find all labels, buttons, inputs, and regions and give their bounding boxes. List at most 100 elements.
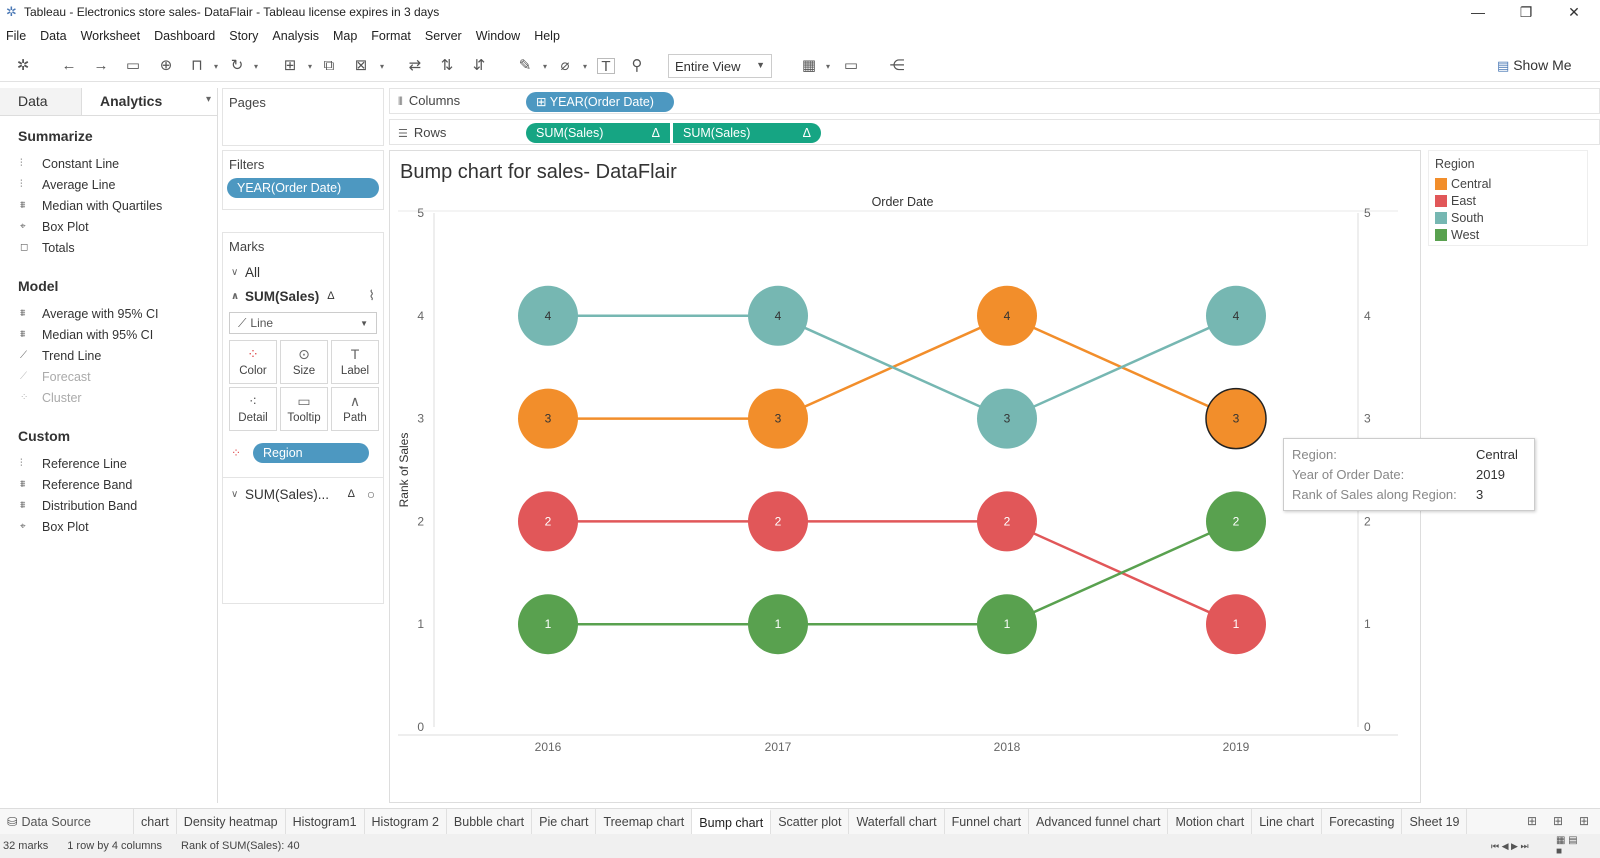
sheet-tab[interactable]: Forecasting	[1322, 809, 1403, 834]
fix-axes-icon[interactable]: ⚲	[631, 57, 643, 74]
minimize-button[interactable]: —	[1471, 4, 1485, 20]
analytics-item-reference-line[interactable]: ⫶ Reference Line	[0, 453, 217, 474]
pause-updates-icon[interactable]: ⊓	[191, 57, 203, 74]
undo-icon[interactable]: ←	[61, 57, 77, 74]
refresh-icon[interactable]: ↻	[230, 57, 244, 74]
clear-sheet-icon[interactable]: ⊠	[354, 57, 368, 74]
sheet-tab[interactable]: Funnel chart	[945, 809, 1030, 834]
close-button[interactable]: ✕	[1568, 3, 1580, 20]
region-pill[interactable]: Region	[253, 443, 369, 463]
mark-type-dropdown[interactable]: ⟋ Line ▼	[229, 312, 377, 334]
menu-file[interactable]: File	[6, 29, 27, 43]
duplicate-sheet-icon[interactable]: ⧉	[323, 57, 335, 74]
sheet-tab[interactable]: Advanced funnel chart	[1029, 809, 1169, 834]
analytics-item-distribution-band[interactable]: ⩩ Distribution Band	[0, 495, 217, 516]
columns-shelf[interactable]: ⦀ Columns ⊞ YEAR(Order Date)	[389, 88, 1600, 114]
menu-format[interactable]: Format	[371, 29, 411, 43]
sheet-tab[interactable]: Sheet 19	[1402, 809, 1468, 834]
swap-rows-columns-icon[interactable]: ⇄	[408, 57, 422, 74]
new-data-source-icon[interactable]: ⊕	[159, 57, 173, 74]
size-button[interactable]: ⊙ Size	[280, 340, 328, 384]
new-dashboard-icon[interactable]: ⊞	[1553, 814, 1564, 828]
tab-analytics[interactable]: Analytics	[82, 88, 181, 115]
legend-item-east[interactable]: East	[1429, 192, 1587, 209]
marks-all-row[interactable]: ∨ All	[223, 260, 383, 284]
sort-ascending-icon[interactable]: ⇅	[440, 57, 454, 74]
pane-menu-icon[interactable]: ▾	[205, 94, 211, 105]
color-button[interactable]: ⁘ Color	[229, 340, 277, 384]
analytics-item-reference-band[interactable]: ⩩ Reference Band	[0, 474, 217, 495]
sheet-tab[interactable]: Pie chart	[532, 809, 597, 834]
tab-data[interactable]: Data	[0, 88, 82, 115]
columns-pill-year[interactable]: ⊞ YEAR(Order Date)	[526, 92, 674, 112]
sheet-tab[interactable]: Bubble chart	[447, 809, 533, 834]
menu-server[interactable]: Server	[424, 29, 462, 43]
rows-pill-sum-sales-2[interactable]: SUM(Sales) Δ	[673, 123, 821, 143]
menu-dashboard[interactable]: Dashboard	[154, 29, 216, 43]
refresh-dropdown-icon[interactable]: ▾	[254, 62, 259, 71]
fit-dropdown[interactable]: Entire View ▼	[668, 54, 772, 78]
highlight-icon[interactable]: ✎	[518, 57, 532, 74]
clear-dropdown-icon[interactable]: ▾	[380, 62, 385, 71]
worksheet-view[interactable]: Bump chart for sales- DataFlair Order Da…	[389, 150, 1421, 803]
sheet-tab[interactable]: Scatter plot	[771, 809, 850, 834]
filter-pill-year[interactable]: YEAR(Order Date)	[227, 178, 379, 198]
sheet-tab-active[interactable]: Bump chart	[692, 809, 772, 834]
menu-map[interactable]: Map	[332, 29, 358, 43]
menu-help[interactable]: Help	[534, 29, 560, 43]
label-button[interactable]: T Label	[331, 340, 379, 384]
restore-button[interactable]: ❐	[1519, 3, 1533, 20]
analytics-item-cluster[interactable]: ⁘ Cluster	[0, 387, 217, 408]
analytics-item-box-plot-custom[interactable]: ⌖ Box Plot	[0, 516, 217, 537]
sheet-tab[interactable]: chart	[134, 809, 177, 834]
analytics-item-box-plot[interactable]: ⌖ Box Plot	[0, 216, 217, 237]
pause-dropdown-icon[interactable]: ▾	[214, 62, 219, 71]
show-cards-icon[interactable]: ▦	[801, 57, 817, 74]
show-cards-dropdown-icon[interactable]: ▾	[826, 62, 831, 71]
new-story-icon[interactable]: ⊞	[1579, 814, 1590, 828]
sort-descending-icon[interactable]: ⇵	[472, 57, 486, 74]
view-mode-icons[interactable]: ▦ ▤ ■	[1556, 835, 1578, 857]
rows-pill-sum-sales-1[interactable]: SUM(Sales) Δ	[526, 123, 670, 143]
detail-button[interactable]: ⁖ Detail	[229, 387, 277, 431]
marks-sum-sales-row[interactable]: ∧ SUM(Sales) Δ ⌇	[223, 284, 383, 308]
sheet-tab[interactable]: Motion chart	[1168, 809, 1253, 834]
analytics-item-forecast[interactable]: ⟋ Forecast	[0, 366, 217, 387]
filters-card[interactable]: Filters YEAR(Order Date)	[222, 150, 384, 210]
menu-data[interactable]: Data	[40, 29, 67, 43]
sheet-tab[interactable]: Density heatmap	[177, 809, 286, 834]
menu-worksheet[interactable]: Worksheet	[80, 29, 141, 43]
sheet-tab[interactable]: Line chart	[1252, 809, 1323, 834]
highlight-dropdown-icon[interactable]: ▾	[543, 62, 548, 71]
analytics-item-constant-line[interactable]: ⫶ Constant Line	[0, 153, 217, 174]
analytics-item-median-quartiles[interactable]: ⩩ Median with Quartiles	[0, 195, 217, 216]
tooltip-button[interactable]: ▭ Tooltip	[280, 387, 328, 431]
color-legend[interactable]: Region Central East South West	[1428, 150, 1588, 246]
show-mark-labels-icon[interactable]: T	[597, 58, 615, 75]
tableau-home-icon[interactable]: ✲	[16, 57, 30, 74]
menu-analysis[interactable]: Analysis	[272, 29, 319, 43]
rows-shelf[interactable]: ☰ Rows SUM(Sales) Δ SUM(Sales) Δ	[389, 119, 1600, 145]
analytics-item-median-ci[interactable]: ⩩ Median with 95% CI	[0, 324, 217, 345]
pages-card[interactable]: Pages	[222, 88, 384, 146]
analytics-item-trend-line[interactable]: ⟋ Trend Line	[0, 345, 217, 366]
analytics-item-average-line[interactable]: ⫶ Average Line	[0, 174, 217, 195]
sheet-tab[interactable]: Histogram 2	[365, 809, 447, 834]
new-worksheet-dropdown-icon[interactable]: ▾	[308, 62, 313, 71]
share-icon[interactable]: ⋲	[889, 57, 905, 74]
new-worksheet-icon[interactable]: ⊞	[283, 57, 297, 74]
presentation-mode-icon[interactable]: ▭	[843, 57, 859, 74]
marks-sum-sales-2-row[interactable]: ∨ SUM(Sales)... Δ ○	[223, 482, 383, 506]
redo-icon[interactable]: →	[93, 57, 109, 74]
analytics-item-totals[interactable]: ◻ Totals	[0, 237, 217, 258]
legend-item-central[interactable]: Central	[1429, 175, 1587, 192]
sheet-tab[interactable]: Waterfall chart	[849, 809, 945, 834]
group-members-icon[interactable]: ⌀	[560, 57, 570, 74]
path-button[interactable]: ∧ Path	[331, 387, 379, 431]
group-dropdown-icon[interactable]: ▾	[583, 62, 588, 71]
show-me-button[interactable]: ▤ Show Me	[1497, 57, 1572, 74]
sheet-nav-icons[interactable]: ⏮ ◀ ▶ ⏭	[1491, 840, 1529, 851]
sheet-tab[interactable]: Histogram1	[286, 809, 365, 834]
save-icon[interactable]: ▭	[125, 57, 141, 74]
